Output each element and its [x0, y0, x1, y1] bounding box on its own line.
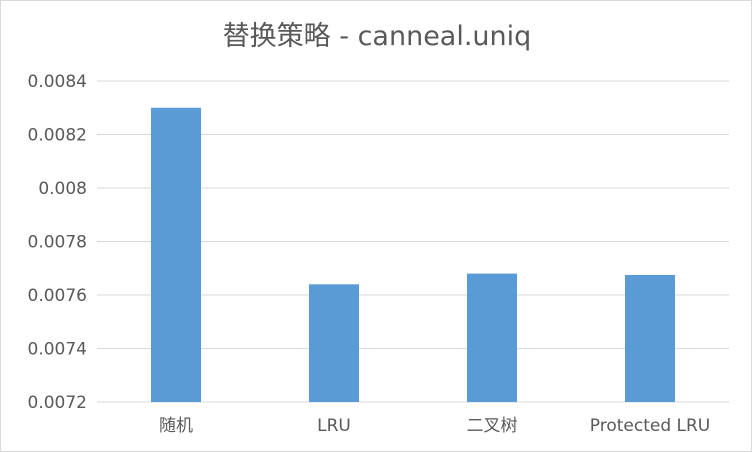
y-tick-label: 0.0076	[28, 286, 87, 306]
bars	[151, 107, 675, 402]
y-tick-label: 0.0072	[28, 393, 87, 413]
x-category-label: 二叉树	[467, 416, 518, 436]
y-tick-label: 0.0082	[28, 126, 87, 146]
y-tick-label: 0.008	[38, 179, 87, 199]
chart-title: 替换策略 - canneal.uniq	[223, 21, 532, 52]
y-tick-label: 0.0078	[28, 233, 87, 253]
x-category-label: 随机	[159, 416, 193, 436]
x-category-label: Protected LRU	[590, 416, 711, 436]
bar	[467, 273, 517, 402]
bar	[309, 284, 359, 402]
gridlines	[97, 80, 729, 403]
bar	[625, 274, 675, 402]
x-category-label: LRU	[317, 416, 351, 436]
y-tick-label: 0.0074	[28, 340, 87, 360]
y-axis-ticks: 0.0072 0.0074 0.0076 0.0078 0.008 0.0082 0.008…	[28, 72, 87, 413]
bar	[151, 107, 201, 402]
y-tick-label: 0.0084	[28, 72, 87, 92]
x-axis-categories: 随机 LRU 二叉树 Protected LRU	[159, 416, 710, 436]
